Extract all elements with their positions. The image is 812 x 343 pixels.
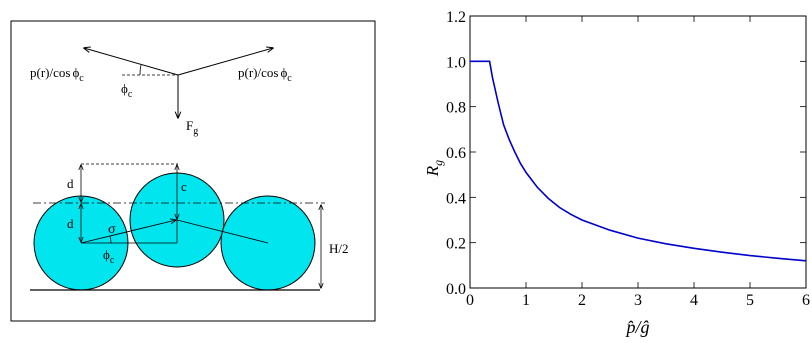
h-half-label: H/2 [329, 241, 349, 256]
c-label: c [181, 179, 187, 194]
force-diagram: p(r)/cos ϕc p(r)/cos ϕc ϕc Fg d d c σ ϕc H… [10, 20, 376, 322]
phi-c-label-top: ϕc [121, 81, 133, 100]
sigma-label: σ [108, 222, 116, 237]
center-link-right [176, 219, 269, 244]
d-upper-label: d [67, 176, 74, 191]
x-tick-label: 6 [802, 292, 810, 309]
chart: 0 1 2 3 4 5 6 0.0 0.2 0.4 0.6 0.8 1.0 1.2 Rg p̂/ĝ [423, 9, 810, 337]
d-lower-label: d [67, 216, 74, 231]
force-arrow-right [177, 48, 273, 76]
phi-c-label-bottom: ϕc [103, 247, 115, 266]
force-right-label: p(r)/cos ϕc [238, 65, 292, 84]
y-tick-label: 0.0 [446, 281, 466, 298]
y-tick-label: 0.8 [446, 100, 466, 117]
y-axis-label: Rg [423, 160, 445, 177]
x-tick-label: 2 [578, 292, 586, 309]
x-tick-label: 3 [634, 292, 642, 309]
x-tick-label: 0 [466, 292, 474, 309]
x-ticks: 0 1 2 3 4 5 6 [466, 16, 810, 309]
y-tick-label: 1.0 [446, 54, 466, 71]
y-ticks: 0.0 0.2 0.4 0.6 0.8 1.0 1.2 [446, 9, 806, 298]
x-tick-label: 1 [522, 292, 530, 309]
gravity-label: Fg [186, 118, 198, 137]
force-arrow-left [84, 48, 179, 76]
x-tick-label: 4 [690, 292, 698, 309]
series-line-rg [470, 60, 807, 262]
y-tick-label: 1.2 [446, 9, 466, 26]
y-tick-label: 0.2 [446, 236, 466, 253]
sigma-vector [80, 220, 176, 244]
phi-angle-arc-lower [109, 235, 112, 244]
force-left-label: p(r)/cos ϕc [30, 65, 84, 84]
x-tick-label: 5 [746, 292, 754, 309]
y-tick-label: 0.4 [446, 190, 466, 207]
phi-angle-arc [139, 64, 142, 76]
x-axis-label: p̂/ĝ [624, 317, 649, 337]
y-tick-label: 0.6 [446, 145, 466, 162]
plot-frame [469, 15, 807, 289]
